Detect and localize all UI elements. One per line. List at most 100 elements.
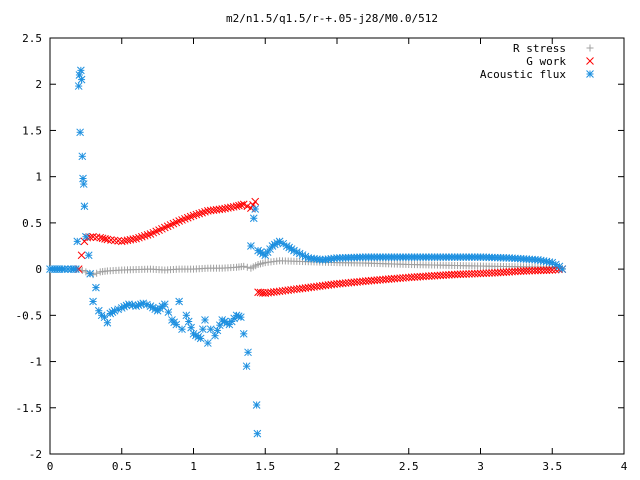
data-point <box>101 235 109 243</box>
legend-marker <box>586 44 594 52</box>
data-point <box>195 209 204 218</box>
x-tick-label: 1.5 <box>255 460 275 473</box>
data-point <box>548 266 557 274</box>
data-point <box>485 269 493 277</box>
x-tick-label: 4 <box>621 460 628 473</box>
x-tick-label: 1 <box>190 460 197 473</box>
data-point <box>445 270 453 279</box>
series-g-work <box>74 197 567 298</box>
legend-label: R stress <box>513 42 566 55</box>
y-tick: 1.5 <box>22 124 624 137</box>
y-tick: -1.5 <box>16 402 624 415</box>
x-tick: 3 <box>477 38 484 473</box>
data-point <box>251 197 260 206</box>
data-point <box>77 75 86 84</box>
data-point <box>239 200 248 209</box>
data-point <box>79 180 88 188</box>
data-point <box>140 231 149 240</box>
x-tick: 0.5 <box>112 38 132 473</box>
data-point <box>135 233 143 242</box>
y-tick: 0.5 <box>22 217 624 230</box>
data-point <box>298 251 307 259</box>
data-point <box>76 66 85 75</box>
data-point <box>189 211 198 220</box>
x-tick: 1 <box>190 38 197 473</box>
data-point <box>242 362 251 371</box>
y-tick-label: 1.5 <box>22 124 42 137</box>
data-point <box>201 207 209 216</box>
data-point <box>196 334 205 343</box>
x-tick: 2 <box>334 38 340 473</box>
data-point <box>525 266 534 275</box>
data-point <box>137 232 146 241</box>
data-point <box>96 233 105 242</box>
data-point <box>92 283 100 292</box>
y-tick-label: 2 <box>35 78 42 91</box>
data-point <box>89 297 97 306</box>
data-point <box>468 269 476 278</box>
x-tick: 2.5 <box>399 38 419 473</box>
data-point <box>235 201 243 210</box>
y-tick-label: -1 <box>29 356 42 369</box>
data-point <box>160 300 169 309</box>
data-point <box>465 270 473 278</box>
data-point <box>459 270 468 279</box>
x-tick-label: 0 <box>47 460 54 473</box>
y-tick: -2 <box>29 448 624 461</box>
data-point <box>462 270 471 278</box>
data-point <box>470 269 479 278</box>
x-tick: 1.5 <box>255 38 275 473</box>
data-point <box>244 348 252 357</box>
y-tick: 1 <box>35 171 624 184</box>
y-tick: -0.5 <box>16 309 624 322</box>
legend-label: G work <box>526 55 566 68</box>
data-point <box>473 269 482 278</box>
data-point <box>175 297 184 306</box>
data-point <box>84 251 93 260</box>
legend-label: Acoustic flux <box>480 68 566 81</box>
data-point <box>178 325 186 334</box>
data-point <box>237 313 245 322</box>
data-point <box>206 325 215 334</box>
plot-frame <box>49 37 625 455</box>
data-point <box>447 270 456 279</box>
data-point <box>203 339 212 347</box>
legend-item: R stress <box>513 42 594 55</box>
legend-item: Acoustic flux <box>480 68 594 81</box>
series-r-stress <box>75 257 566 279</box>
y-tick-label: -0.5 <box>16 309 43 322</box>
data-point <box>198 325 207 334</box>
data-point <box>301 252 310 261</box>
data-point <box>528 266 537 275</box>
data-point <box>182 311 191 320</box>
data-point <box>545 266 554 274</box>
series-acoustic-flux <box>46 66 567 438</box>
x-tick: 3.5 <box>542 38 562 473</box>
y-tick-label: 2.5 <box>22 32 42 45</box>
data-point <box>201 316 209 324</box>
data-point <box>223 319 231 327</box>
data-point <box>239 329 248 338</box>
data-point <box>98 234 107 243</box>
data-point <box>132 234 140 243</box>
x-tick-label: 3.5 <box>542 460 562 473</box>
y-tick-label: 1 <box>35 171 42 184</box>
data-point <box>80 202 89 211</box>
data-point <box>488 269 496 277</box>
data-point <box>243 263 251 271</box>
data-point <box>73 237 82 246</box>
data-point <box>249 214 258 223</box>
y-tick: 2.5 <box>22 32 624 45</box>
x-tick-label: 2.5 <box>399 460 419 473</box>
data-point <box>456 270 465 279</box>
data-point <box>192 210 201 219</box>
data-point <box>252 401 261 409</box>
y-tick-label: 0.5 <box>22 217 42 230</box>
data-point <box>253 429 262 438</box>
data-point <box>71 265 80 273</box>
data-point <box>542 266 551 275</box>
chart-title: m2/n1.5/q1.5/r-+.05-j28/M0.0/512 <box>226 12 438 25</box>
data-point <box>240 262 248 270</box>
data-point <box>172 320 181 329</box>
